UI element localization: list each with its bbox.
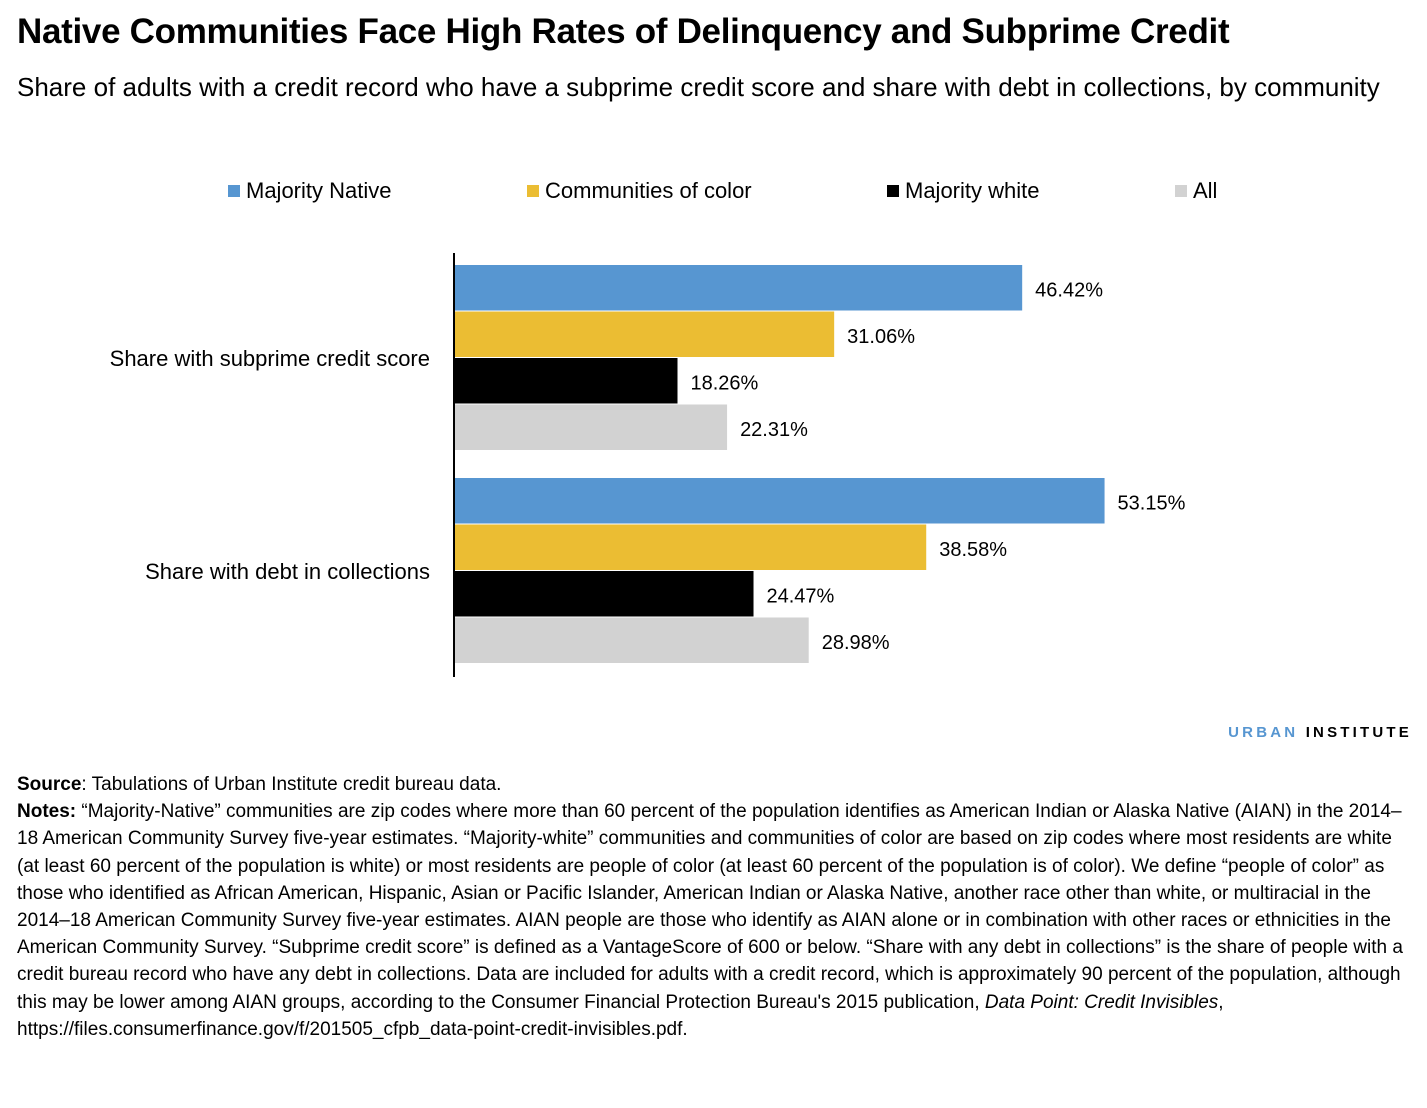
- notes-paragraph: Notes: “Majority-Native” communities are…: [17, 798, 1412, 1043]
- bar: [454, 571, 754, 617]
- bar-chart: Share with subprime credit score 46.42% 31…: [110, 253, 1186, 677]
- category-label: Share with subprime credit score: [110, 346, 430, 371]
- legend-label: Majority Native: [246, 178, 392, 203]
- legend-item-all: All: [1175, 178, 1217, 204]
- logo-part-urban: URBAN: [1228, 724, 1299, 741]
- legend: Majority Native Communities of color Maj…: [0, 178, 1427, 208]
- legend-swatch: [887, 185, 899, 197]
- legend-swatch: [228, 185, 240, 197]
- data-label: 22.31%: [740, 419, 808, 441]
- notes-text-end: , https://files.consumerfinance.gov/f/20…: [17, 991, 1224, 1040]
- bar: [454, 478, 1105, 524]
- bar: [454, 524, 927, 570]
- data-label: 38.58%: [939, 539, 1007, 561]
- bar: [454, 358, 678, 404]
- bar: [454, 617, 809, 663]
- chart-title: Native Communities Face High Rates of De…: [17, 12, 1230, 51]
- data-label: 28.98%: [822, 632, 890, 654]
- legend-swatch: [1175, 185, 1187, 197]
- legend-item-communities-of-color: Communities of color: [527, 178, 752, 204]
- legend-label: Communities of color: [545, 178, 752, 203]
- urban-institute-logo: URBAN INSTITUTE: [1228, 724, 1412, 741]
- bar: [454, 404, 728, 450]
- legend-label: Majority white: [905, 178, 1040, 203]
- category-label: Share with debt in collections: [145, 559, 430, 584]
- notes-text: “Majority-Native” communities are zip co…: [17, 801, 1403, 1013]
- data-label: 18.26%: [691, 372, 759, 394]
- data-label: 53.15%: [1118, 492, 1186, 514]
- notes-publication-title: Data Point: Credit Invisibles: [984, 991, 1219, 1013]
- notes-block: Source: Tabulations of Urban Institute c…: [17, 771, 1412, 1043]
- notes-label: Notes:: [17, 801, 77, 823]
- bar: [454, 265, 1023, 311]
- logo-part-institute: INSTITUTE: [1305, 724, 1412, 741]
- legend-item-majority-native: Majority Native: [228, 178, 391, 204]
- legend-swatch: [527, 185, 539, 197]
- legend-label: All: [1193, 178, 1218, 203]
- data-label: 31.06%: [847, 326, 915, 348]
- chart-subtitle: Share of adults with a credit record who…: [17, 72, 1380, 102]
- source-line: Source: Tabulations of Urban Institute c…: [17, 771, 1412, 798]
- data-label: 24.47%: [767, 585, 835, 607]
- legend-item-majority-white: Majority white: [887, 178, 1039, 204]
- source-label: Source: [17, 774, 82, 795]
- data-label: 46.42%: [1035, 279, 1103, 301]
- source-text: : Tabulations of Urban Institute credit …: [81, 774, 502, 795]
- bar: [454, 311, 835, 357]
